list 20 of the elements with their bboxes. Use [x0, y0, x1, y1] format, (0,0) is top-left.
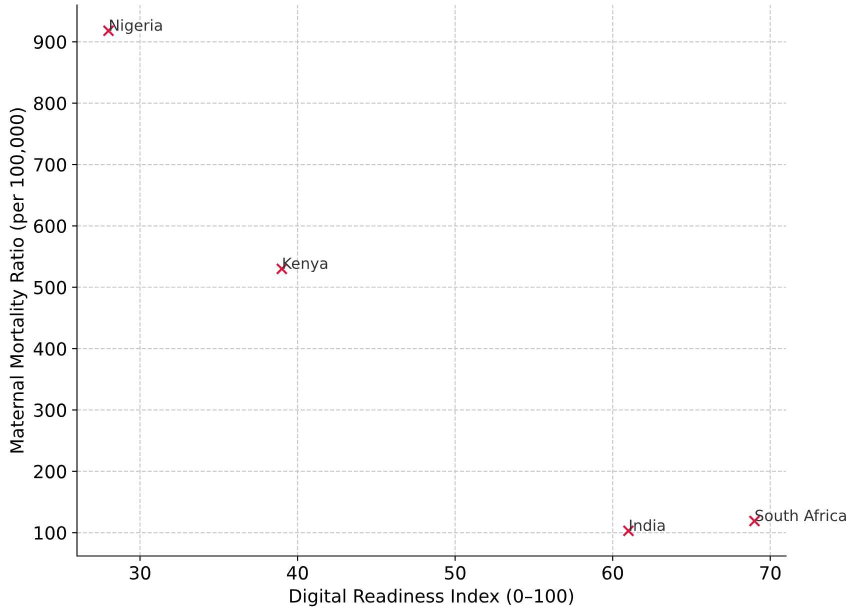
y-tick-label: 500 — [34, 280, 66, 294]
y-tick-label: 400 — [34, 342, 66, 356]
y-tick-label: 700 — [34, 158, 66, 172]
y-axis-title: Maternal Mortality Ratio (per 100,000) — [10, 108, 28, 452]
annotation: South Africa — [755, 509, 846, 522]
x-axis-title: Digital Readiness Index (0–100) — [290, 588, 574, 606]
y-tick-label: 600 — [34, 219, 66, 234]
y-tick-label: 900 — [34, 35, 66, 49]
y-tick-label: 800 — [34, 96, 66, 110]
x-tick-label: 60 — [602, 566, 623, 580]
x-tick-label: 30 — [130, 566, 150, 580]
x-tick-label: 70 — [760, 566, 781, 580]
annotation: Nigeria — [110, 19, 162, 34]
y-tick-label: 200 — [34, 464, 66, 478]
y-tick-label: 300 — [34, 403, 66, 418]
annotation: India — [630, 519, 665, 532]
y-tick-label: 100 — [34, 526, 66, 540]
annotation: Kenya — [283, 258, 328, 272]
x-tick-label: 40 — [286, 566, 308, 580]
x-tick-label: 50 — [445, 566, 466, 580]
